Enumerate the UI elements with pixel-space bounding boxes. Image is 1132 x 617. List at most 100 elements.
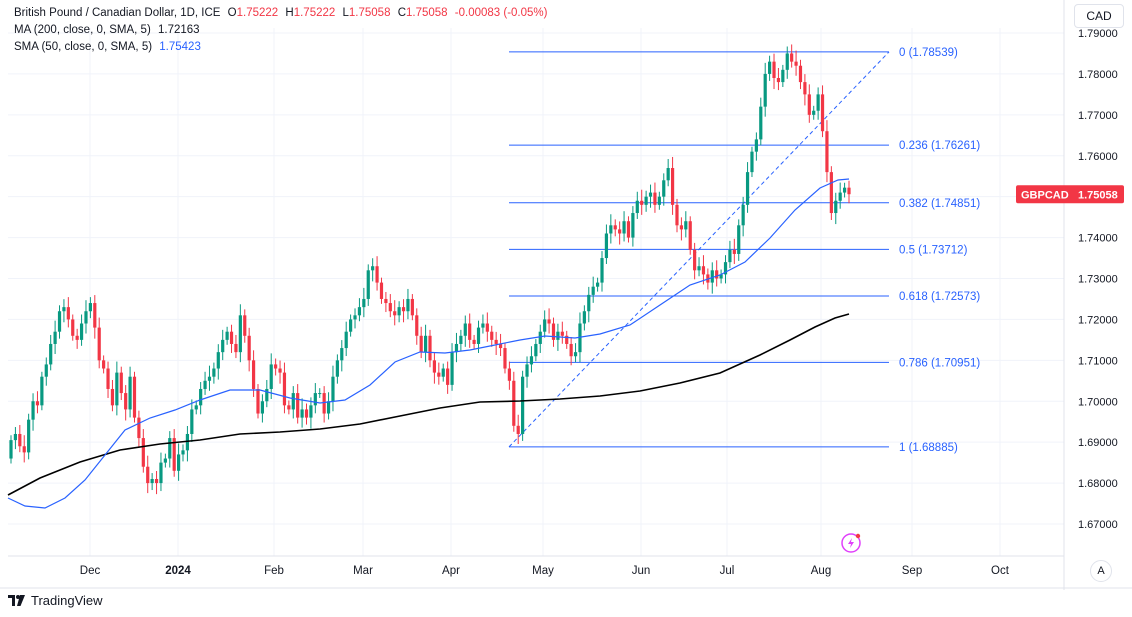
candle[interactable]: [97, 317, 101, 369]
candle[interactable]: [53, 320, 57, 354]
candle[interactable]: [529, 346, 534, 373]
candle[interactable]: [331, 365, 335, 412]
candle[interactable]: [397, 301, 401, 323]
candle[interactable]: [745, 162, 750, 213]
candle[interactable]: [384, 292, 388, 313]
candle[interactable]: [785, 46, 789, 79]
candle[interactable]: [282, 362, 287, 414]
candle[interactable]: [106, 361, 110, 398]
candle[interactable]: [432, 352, 437, 384]
candle[interactable]: [172, 429, 176, 477]
candle[interactable]: [622, 211, 626, 242]
candle[interactable]: [40, 371, 44, 411]
candle[interactable]: [684, 211, 688, 238]
candle[interactable]: [503, 343, 507, 374]
candle[interactable]: [812, 105, 816, 120]
candle[interactable]: [798, 59, 803, 90]
candle[interactable]: [9, 435, 13, 464]
candle[interactable]: [62, 299, 66, 323]
candle[interactable]: [357, 298, 362, 322]
candle[interactable]: [653, 182, 657, 213]
candle[interactable]: [838, 182, 842, 209]
candle[interactable]: [560, 321, 564, 344]
candle[interactable]: [71, 314, 75, 341]
candle[interactable]: [666, 159, 670, 187]
candle[interactable]: [516, 414, 520, 445]
candle[interactable]: [847, 180, 851, 204]
candle[interactable]: [154, 471, 159, 495]
candle[interactable]: [507, 361, 511, 390]
candle[interactable]: [366, 264, 370, 306]
candle[interactable]: [494, 331, 498, 356]
candle[interactable]: [781, 64, 785, 88]
candle[interactable]: [128, 366, 132, 418]
candle[interactable]: [278, 360, 282, 384]
candle[interactable]: [481, 314, 485, 334]
candle[interactable]: [472, 334, 476, 349]
candle[interactable]: [816, 87, 820, 120]
candle[interactable]: [569, 337, 573, 366]
candle[interactable]: [406, 288, 410, 320]
tradingview-brand[interactable]: TradingView: [8, 590, 103, 610]
candle[interactable]: [626, 216, 631, 243]
candle[interactable]: [119, 366, 123, 401]
candle[interactable]: [547, 308, 551, 334]
candle[interactable]: [825, 120, 829, 183]
candle[interactable]: [543, 310, 547, 338]
candle[interactable]: [609, 214, 613, 244]
candle[interactable]: [159, 452, 163, 492]
candle[interactable]: [124, 385, 128, 421]
candle[interactable]: [829, 166, 833, 220]
candle[interactable]: [375, 256, 379, 291]
candle[interactable]: [35, 391, 40, 414]
candle[interactable]: [759, 97, 763, 146]
candle[interactable]: [441, 363, 445, 382]
candle[interactable]: [591, 276, 595, 303]
candle[interactable]: [75, 328, 79, 349]
candle[interactable]: [521, 370, 525, 441]
candle[interactable]: [238, 304, 242, 363]
fib-trendline[interactable]: [508, 51, 890, 448]
candle[interactable]: [648, 184, 653, 208]
candle[interactable]: [296, 384, 300, 424]
candle[interactable]: [300, 398, 304, 428]
candle[interactable]: [344, 321, 348, 357]
fibonacci-retracement[interactable]: 0 (1.78539) 0.236 (1.76261) 0.382 (1.74851…: [508, 47, 980, 454]
candle[interactable]: [326, 392, 331, 420]
candle[interactable]: [66, 297, 70, 328]
candle[interactable]: [772, 53, 776, 90]
candle[interactable]: [234, 334, 238, 359]
candle[interactable]: [256, 384, 260, 419]
candle[interactable]: [340, 340, 344, 372]
candle[interactable]: [490, 325, 494, 347]
candle[interactable]: [57, 305, 62, 339]
sma50-line[interactable]: [7, 178, 850, 509]
candle[interactable]: [582, 305, 586, 331]
candle[interactable]: [216, 344, 220, 380]
candle[interactable]: [221, 329, 225, 361]
candle[interactable]: [190, 399, 194, 442]
candle[interactable]: [613, 219, 617, 237]
candle[interactable]: [309, 397, 313, 429]
candle[interactable]: [463, 315, 467, 347]
candle[interactable]: [534, 339, 538, 362]
candle[interactable]: [181, 444, 185, 462]
candle[interactable]: [132, 371, 137, 423]
candle[interactable]: [388, 294, 392, 318]
candle[interactable]: [525, 356, 529, 388]
candle[interactable]: [410, 294, 414, 321]
candle[interactable]: [675, 198, 679, 233]
candle[interactable]: [728, 240, 732, 269]
candle[interactable]: [291, 386, 295, 419]
candle[interactable]: [225, 326, 229, 345]
candle[interactable]: [13, 427, 18, 450]
candle[interactable]: [146, 455, 150, 494]
candle[interactable]: [150, 473, 154, 491]
candle[interactable]: [587, 286, 591, 323]
candle[interactable]: [538, 324, 542, 353]
candle[interactable]: [203, 371, 207, 395]
candle[interactable]: [679, 217, 683, 241]
candle[interactable]: [635, 191, 639, 219]
